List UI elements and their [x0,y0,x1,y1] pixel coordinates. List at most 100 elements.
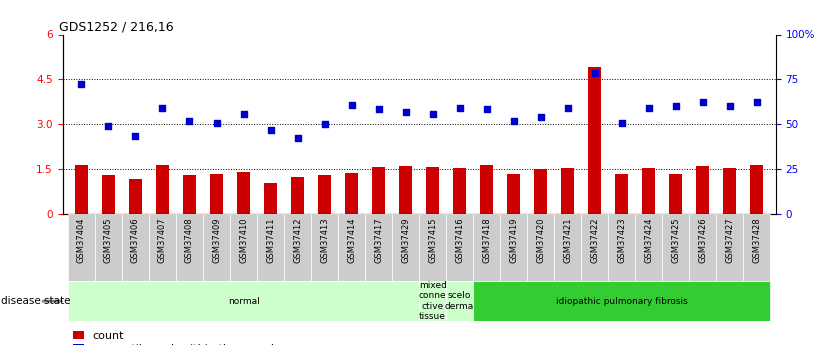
Bar [662,214,689,281]
Bar [372,167,385,214]
Point [453,105,466,110]
Text: GSM37416: GSM37416 [455,217,464,263]
Bar [399,166,412,214]
Text: GSM37417: GSM37417 [374,217,383,263]
Bar [95,214,122,281]
Bar [642,168,656,214]
Bar [453,168,466,214]
Bar [561,168,575,214]
Bar [723,168,736,214]
Bar [291,177,304,214]
Text: GSM37406: GSM37406 [131,217,140,263]
Bar [122,214,149,281]
Bar [446,281,473,321]
Point [480,107,493,112]
Text: GSM37425: GSM37425 [671,217,681,263]
Point [696,99,710,105]
Bar [480,165,494,214]
Bar [210,174,224,214]
Bar [128,179,143,214]
Bar [420,281,446,321]
Bar [203,214,230,281]
Bar [608,214,636,281]
Point [156,105,169,110]
Bar [149,214,176,281]
Point [318,121,331,127]
Bar [344,172,359,214]
Point [669,104,682,109]
Bar [338,214,365,281]
Text: GSM37427: GSM37427 [726,217,734,263]
Point [534,114,547,119]
Text: GDS1252 / 216,16: GDS1252 / 216,16 [59,20,173,33]
Text: GSM37410: GSM37410 [239,217,248,263]
Legend: count, percentile rank within the sample: count, percentile rank within the sample [68,326,285,345]
Text: disease state: disease state [1,296,70,306]
Bar [473,281,771,321]
Point [372,107,385,112]
Point [264,127,277,133]
Text: GSM37426: GSM37426 [698,217,707,263]
Point [102,123,115,128]
Bar [284,214,311,281]
Bar [318,175,331,214]
Bar [534,169,547,214]
Text: GSM37409: GSM37409 [212,217,221,263]
Point [75,81,88,87]
Point [561,105,575,110]
Point [723,104,736,109]
Text: GSM37420: GSM37420 [536,217,545,263]
Point [183,118,196,124]
Point [210,120,224,126]
Bar [257,214,284,281]
Text: GSM37404: GSM37404 [77,217,86,263]
Point [426,111,440,117]
Bar [716,214,743,281]
Text: GSM37419: GSM37419 [509,217,518,263]
Bar [743,214,771,281]
Text: scelo
derma: scelo derma [445,291,475,311]
Bar [696,166,710,214]
Text: GSM37429: GSM37429 [401,217,410,263]
Text: GSM37421: GSM37421 [563,217,572,263]
Text: GSM37415: GSM37415 [428,217,437,263]
Point [345,102,359,108]
Bar [500,214,527,281]
Bar [507,174,520,214]
Bar [230,214,257,281]
Bar [264,183,277,214]
Bar [750,165,763,214]
Bar [365,214,392,281]
Bar [183,175,196,214]
Bar [176,214,203,281]
Bar [311,214,338,281]
Text: GSM37411: GSM37411 [266,217,275,263]
Bar [669,174,682,214]
Text: GSM37408: GSM37408 [185,217,194,263]
Text: GSM37407: GSM37407 [158,217,167,263]
Point [237,111,250,117]
Bar [554,214,581,281]
Bar [588,67,601,214]
Text: GSM37412: GSM37412 [293,217,302,263]
Text: GSM37418: GSM37418 [482,217,491,263]
Text: mixed
conne
ctive
tissue: mixed conne ctive tissue [419,281,446,321]
Bar [446,214,473,281]
Point [399,109,412,115]
Text: GSM37405: GSM37405 [104,217,113,263]
Text: GSM37422: GSM37422 [590,217,599,263]
Bar [615,174,628,214]
Bar [527,214,554,281]
Bar [689,214,716,281]
Bar [68,281,419,321]
Point [128,134,142,139]
Point [642,105,656,110]
Bar [581,214,608,281]
Bar [392,214,420,281]
Bar [420,214,446,281]
Bar [473,214,500,281]
Point [291,135,304,140]
Text: GSM37424: GSM37424 [644,217,653,263]
Text: GSM37413: GSM37413 [320,217,329,263]
Bar [156,166,169,214]
